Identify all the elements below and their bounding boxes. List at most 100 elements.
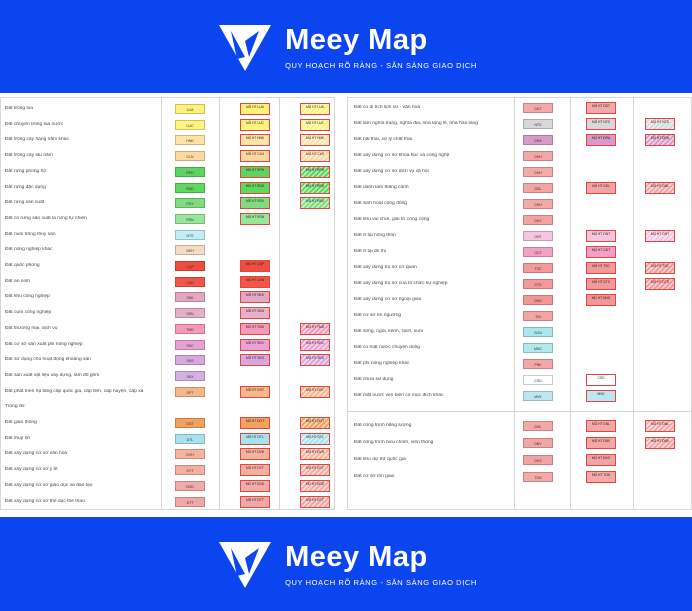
legend-label: Đất sản xuất vật liệu xây dựng, làm đồ g… [5, 372, 100, 378]
legend-swatch-planned: MŨ HT SKK [240, 291, 270, 304]
legend-row: Đất danh lam thắng cảnh DDL MŨ HT DDL MŨ HT… [348, 180, 691, 196]
legend-row: Đất khu vui chơi, giải trí công cộng DKV [348, 212, 691, 228]
legend-row: Đất bãi thải, xử lý chất thải DRA MŨ HT DR… [348, 132, 691, 148]
legend-label: Đất làm nghĩa trang, nghĩa địa, nhà tang… [354, 121, 478, 126]
legend-swatch-current: LUA [175, 104, 205, 114]
legend-swatch-planned: MŨ HT ODT [586, 246, 616, 258]
legend-label: Đất trồng cây lâu năm [5, 153, 53, 159]
legend-row: Đất xây dựng cơ sở ngoại giao DNG MŨ HT DN… [348, 292, 691, 308]
legend-swatch-hatched: MŨ HT DBV [645, 437, 675, 449]
legend-label: Đất sông, ngòi, kênh, rạch, suối [354, 329, 423, 334]
legend-swatch-planned: MŨ HT DTS [586, 278, 616, 290]
legend-row: Đất xây dựng cơ sở văn hoá DVH MŨ HT DVH MŨ… [1, 446, 334, 462]
legend-label: Đất mặt nước ven biển có mục đích khác [354, 393, 444, 398]
legend-label: Đất rừng sản xuất [5, 200, 45, 206]
legend-label: Đất xây dựng cơ sở ngoại giao [354, 297, 422, 302]
legend-swatch-current: TMD [175, 323, 205, 334]
legend-row: Đất an ninh CAN MŨ HT CAN [1, 274, 334, 290]
legend-swatch-hatched: MŨ HT DHT [300, 385, 330, 398]
legend-swatch-current: SKS [175, 355, 205, 366]
legend-swatch-hatched: MŨ HT LUA [300, 103, 330, 115]
top-banner: Meey Map QUY HOẠCH RÕ RÀNG - SẴN SÀNG GI… [0, 0, 692, 93]
legend-swatch-hatched: MŨ HT DTS [645, 278, 675, 290]
legend-label: Đất chuyên trồng lúa nước [5, 121, 64, 127]
legend-swatch-current: SON [523, 327, 553, 337]
legend-label: Trong đó: [5, 404, 26, 410]
legend-row: Đất chưa sử dụng CSD CSD [348, 372, 691, 388]
legend-label: Đất nông nghiệp khác [5, 247, 53, 253]
legend-swatch-planned: MŨ HT DRA [586, 134, 616, 146]
legend-swatch-hatched: MŨ HT DTT [300, 495, 330, 508]
legend-row: Đất cơ sở tôn giáo TON MŨ HT TON [348, 469, 691, 485]
legend-swatch-planned: MŨ HT LUA [240, 103, 270, 115]
legend-swatch-current: ONT [523, 231, 553, 241]
legend-swatch-current: DKH [523, 151, 553, 161]
legend-swatch-planned: MŨ HT DGT [240, 417, 270, 429]
legend-label: Đất có mặt nước chuyên dùng [354, 345, 421, 350]
legend-swatch-current: DNG [523, 295, 553, 305]
legend-row: Đất rừng phòng hộ RPH MŨ HT RPH MŨ HT RPH [1, 164, 334, 180]
legend-swatch-hatched: MŨ HT DVH [300, 448, 330, 461]
legend-row: Đất xây dựng cơ sở y tế DYT MŨ HT DYT MŨ HT… [1, 462, 334, 478]
legend-row: Đất nuôi trồng thủy sản NTS [1, 227, 334, 243]
legend-row: Đất công trình năng lượng DNL MŨ HT DNL MŨ … [348, 418, 691, 434]
legend-label: Đất chưa sử dụng [354, 377, 394, 382]
legend-swatch-current: DPT [175, 386, 205, 397]
legend-label: Đất ở tại đô thị [354, 249, 387, 254]
legend-swatch-hatched: MŨ HT DDL [645, 182, 675, 194]
legend-swatch-hatched: MŨ HT CLN [300, 150, 330, 163]
legend-swatch-current: DKG [523, 455, 553, 465]
legend-swatch-planned: MŨ HT DNL [586, 420, 616, 432]
legend-label: Đất cơ sở tín ngưỡng [354, 313, 402, 318]
legend-swatch-hatched: MŨ HT DYT [300, 464, 330, 477]
legend-swatch-planned: MŨ HT DVH [240, 448, 270, 461]
legend-swatch-hatched: MŨ HT DRA [645, 134, 675, 146]
legend-swatch-planned: MŨ HT RDD [240, 181, 270, 194]
legend-row: Đất xây dựng cơ sở khoa học và công nghệ… [348, 148, 691, 164]
legend-label: Đất trồng cây hàng năm khác [5, 137, 69, 143]
legend-swatch-planned: MŨ HT DGD [240, 479, 270, 492]
brand-bottom: Meey Map QUY HOẠCH RÕ RÀNG - SẴN SÀNG GI… [215, 534, 477, 594]
legend-row: Đất cơ sở sản xuất phi nông nghiệp SKC MŨ … [1, 337, 334, 353]
legend-row: Đất làm nghĩa trang, nghĩa địa, nhà tang… [348, 116, 691, 132]
legend-label: Đất danh lam thắng cảnh [354, 185, 409, 190]
legend-swatch-planned: CSD [586, 374, 616, 386]
brand-tagline: QUY HOẠCH RÕ RÀNG - SẴN SÀNG GIAO DỊCH [285, 60, 477, 70]
legend-row: Đất sản xuất vật liệu xây dựng, làm đồ g… [1, 368, 334, 384]
legend-label: Đất xây dựng cơ sở y tế [5, 467, 58, 473]
legend-row: Đất nông nghiệp khác NKH [1, 242, 334, 258]
legend-row: Đất sinh hoạt cộng đồng DSH [348, 196, 691, 212]
legend-swatch-planned: MŨ HT DYT [240, 464, 270, 477]
legend-label: Đất xây dựng cơ sở khoa học và công nghệ [354, 153, 450, 158]
legend-swatch-current: DYT [175, 465, 205, 476]
legend-swatch-planned: MVK [586, 390, 616, 402]
brand-tagline-bottom: QUY HOẠCH RÕ RÀNG - SẴN SÀNG GIAO DỊCH [285, 578, 477, 587]
legend-swatch-planned: MŨ HT LUC [240, 118, 270, 131]
legend-label: Đất giao thông [5, 420, 37, 425]
legend-row: Đất ở tại đô thị ODT MŨ HT ODT [348, 244, 691, 260]
legend-swatch-planned: MŨ HT DTT [240, 495, 270, 508]
legend-label: Đất cơ sở sản xuất phi nông nghiệp [5, 341, 83, 347]
legend-swatch-planned: MŨ HT DBV [586, 437, 616, 449]
legend-swatch-planned: MŨ HT DKG [586, 454, 616, 466]
legend-row: Đất xây dựng cơ sở giáo dục và đào tạo DG… [1, 478, 334, 494]
legend-swatch-current: DVH [175, 449, 205, 460]
legend-swatch-current: DGD [175, 480, 205, 491]
legend-swatch-current: DRA [523, 135, 553, 145]
legend-label: Đất phi nông nghiệp khác [354, 361, 410, 366]
legend-row: Đất xây dựng cơ sở thể dục thể thao DTT MŨ… [1, 494, 334, 510]
brand: Meey Map QUY HOẠCH RÕ RÀNG - SẴN SÀNG GI… [215, 17, 477, 77]
legend-row: Đất xây dựng trụ sở cơ quan TSC MŨ HT TSC M… [348, 260, 691, 276]
legend-label: Đất xây dựng cơ sở dịch vụ xã hội [354, 169, 429, 174]
legend-label: Đất nuôi trồng thủy sản [5, 231, 56, 237]
legend-row: Đất có di tích lịch sử - văn hoá DDT MŨ HT… [348, 100, 691, 116]
legend-swatch-hatched: MŨ HT HNK [300, 134, 330, 147]
legend-label: Đất có di tích lịch sử - văn hoá [354, 105, 421, 110]
legend-swatch-current: NTS [175, 229, 205, 240]
legend-row: Đất trồng lúa LUA MŨ HT LUA MŨ HT LUA [1, 101, 334, 117]
legend-swatch-current: DXH [523, 167, 553, 177]
legend-label: Đất công trình bưu chính, viễn thông [354, 440, 434, 445]
legend-swatch-current: RSX [175, 198, 205, 209]
legend-label: Đất sử dụng cho hoạt động khoáng sản [5, 357, 91, 363]
legend-swatch-planned: MŨ HT RSX [240, 197, 270, 210]
